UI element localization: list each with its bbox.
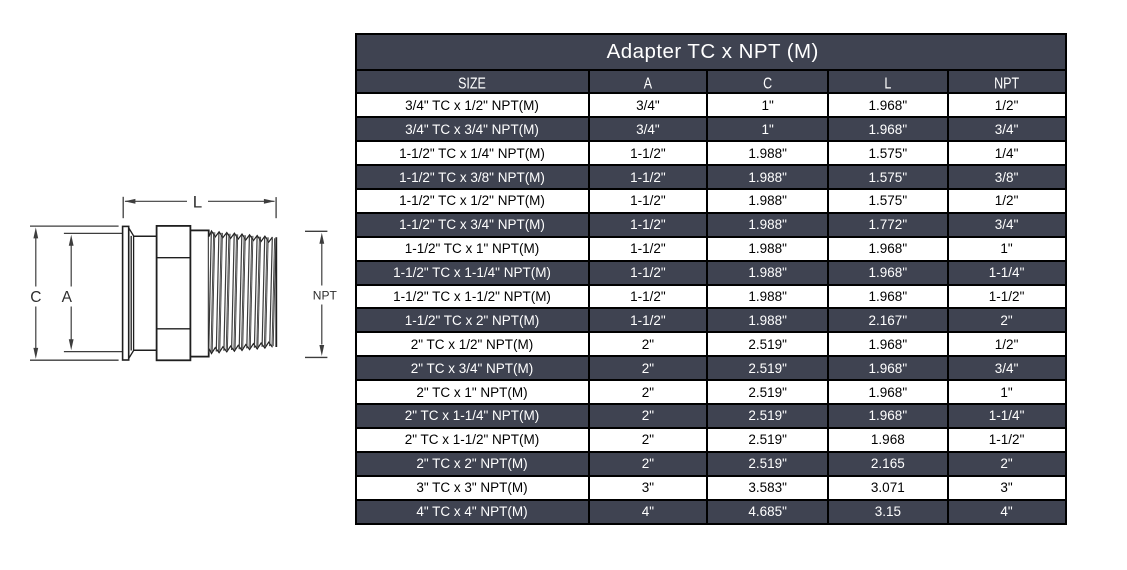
svg-text:A: A (62, 289, 73, 306)
svg-text:L: L (193, 192, 202, 211)
svg-text:C: C (30, 289, 41, 306)
svg-text:NPT: NPT (313, 288, 338, 302)
